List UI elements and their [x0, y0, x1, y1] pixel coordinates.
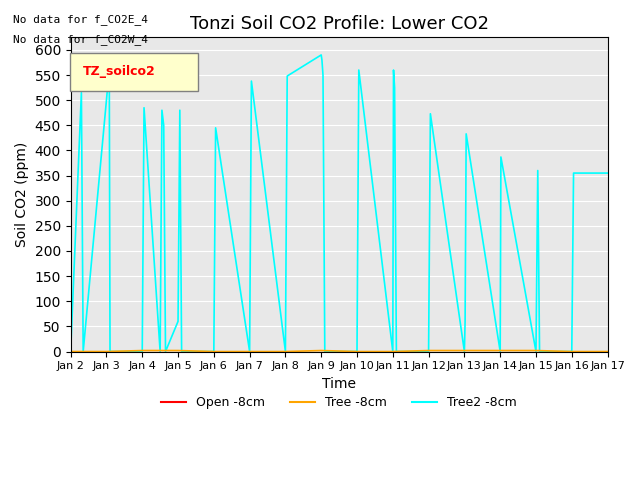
Tree2 -8cm — [425, 348, 433, 354]
Tree2 -8cm — [246, 348, 253, 354]
Text: No data for f_CO2E_4: No data for f_CO2E_4 — [13, 14, 148, 25]
Tree2 -8cm — [140, 105, 148, 110]
Tree2 -8cm — [534, 168, 541, 173]
Tree2 -8cm — [497, 348, 504, 354]
Tree2 -8cm — [604, 170, 611, 176]
Tree2 -8cm — [106, 80, 113, 85]
Tree2 -8cm — [497, 154, 505, 160]
Title: Tonzi Soil CO2 Profile: Lower CO2: Tonzi Soil CO2 Profile: Lower CO2 — [189, 15, 488, 33]
Tree2 -8cm — [319, 72, 327, 78]
Tree -8cm — [353, 348, 361, 354]
Tree2 -8cm — [108, 348, 116, 354]
Tree2 -8cm — [138, 348, 146, 354]
Tree2 -8cm — [426, 111, 434, 117]
Tree -8cm — [138, 348, 146, 353]
Tree2 -8cm — [389, 348, 397, 354]
Tree2 -8cm — [353, 348, 361, 354]
Tree -8cm — [389, 348, 397, 354]
Tree -8cm — [102, 348, 110, 354]
Tree2 -8cm — [102, 97, 110, 103]
Tree2 -8cm — [461, 348, 468, 354]
Tree2 -8cm — [461, 319, 469, 324]
Text: TZ_soilco2: TZ_soilco2 — [83, 65, 156, 79]
Tree2 -8cm — [178, 348, 186, 354]
Tree -8cm — [425, 348, 433, 353]
Tree2 -8cm — [355, 67, 363, 73]
Tree2 -8cm — [104, 77, 112, 83]
Tree -8cm — [174, 348, 182, 353]
Tree2 -8cm — [324, 348, 332, 354]
Tree -8cm — [532, 348, 540, 353]
Tree2 -8cm — [67, 348, 74, 354]
Tree -8cm — [568, 348, 575, 354]
Tree2 -8cm — [79, 348, 87, 354]
Tree2 -8cm — [318, 57, 326, 63]
Tree -8cm — [210, 348, 218, 354]
Tree2 -8cm — [392, 348, 400, 354]
X-axis label: Time: Time — [322, 377, 356, 391]
Tree2 -8cm — [106, 348, 114, 354]
Tree2 -8cm — [284, 73, 291, 79]
Tree2 -8cm — [391, 85, 399, 91]
Tree2 -8cm — [176, 108, 184, 113]
Tree2 -8cm — [282, 348, 289, 354]
Tree2 -8cm — [160, 122, 168, 128]
Tree2 -8cm — [158, 108, 166, 113]
Tree2 -8cm — [321, 348, 328, 354]
Tree2 -8cm — [77, 90, 85, 96]
Y-axis label: Soil CO2 (ppm): Soil CO2 (ppm) — [15, 142, 29, 247]
Tree2 -8cm — [570, 170, 577, 176]
Legend: Open -8cm, Tree -8cm, Tree2 -8cm: Open -8cm, Tree -8cm, Tree2 -8cm — [156, 391, 522, 414]
Tree -8cm — [497, 348, 504, 353]
Tree2 -8cm — [536, 348, 543, 354]
Tree2 -8cm — [248, 78, 255, 84]
Tree -8cm — [317, 348, 325, 353]
Line: Tree -8cm: Tree -8cm — [70, 350, 607, 351]
Tree2 -8cm — [462, 131, 470, 137]
Tree2 -8cm — [162, 348, 170, 354]
Tree2 -8cm — [210, 348, 218, 354]
Text: No data for f_CO2W_4: No data for f_CO2W_4 — [13, 34, 148, 45]
Tree2 -8cm — [317, 52, 325, 58]
Tree -8cm — [246, 348, 253, 354]
Tree -8cm — [67, 348, 74, 354]
Tree2 -8cm — [156, 348, 164, 354]
Tree2 -8cm — [568, 348, 575, 354]
Tree -8cm — [604, 348, 611, 354]
Tree2 -8cm — [212, 125, 220, 131]
Tree2 -8cm — [532, 348, 540, 354]
Line: Tree2 -8cm: Tree2 -8cm — [70, 55, 607, 351]
Tree2 -8cm — [390, 67, 397, 73]
Tree -8cm — [282, 348, 289, 354]
Tree -8cm — [461, 348, 468, 353]
Tree2 -8cm — [174, 319, 182, 324]
